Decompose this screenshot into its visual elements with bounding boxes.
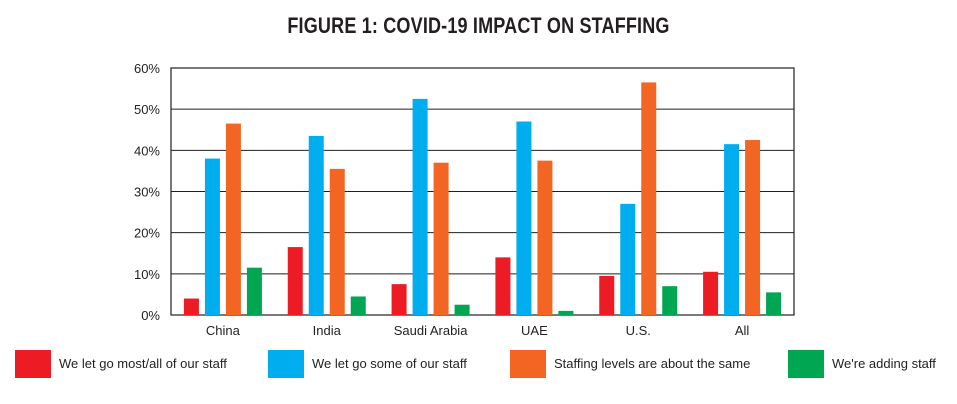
- y-tick-label: 40%: [134, 143, 160, 158]
- bar: [454, 304, 470, 315]
- bar: [558, 310, 574, 315]
- x-tick-label: India: [313, 323, 342, 338]
- bar: [537, 160, 553, 315]
- bar: [391, 284, 407, 315]
- y-tick-label: 60%: [134, 61, 160, 76]
- bar: [703, 271, 719, 315]
- legend-label: We're adding staff: [832, 356, 936, 371]
- x-tick-label: All: [735, 323, 750, 338]
- y-tick-label: 30%: [134, 185, 160, 200]
- bar: [641, 82, 657, 316]
- bar: [766, 292, 782, 315]
- bar: [724, 144, 740, 315]
- legend-label: Staffing levels are about the same: [554, 356, 751, 371]
- bar: [183, 298, 199, 315]
- legend-swatch: [510, 350, 546, 378]
- x-tick-label: U.S.: [626, 323, 651, 338]
- bar: [620, 203, 636, 315]
- bar: [308, 135, 324, 315]
- plot-frame: [170, 67, 795, 316]
- x-tick-label: UAE: [521, 323, 548, 338]
- bar: [329, 168, 345, 315]
- y-tick-label: 10%: [134, 267, 160, 282]
- x-tick-label: China: [206, 323, 241, 338]
- bar: [662, 286, 678, 315]
- bar: [246, 267, 262, 315]
- x-tick-label: Saudi Arabia: [394, 323, 468, 338]
- legend-label: We let go some of our staff: [312, 356, 467, 371]
- bar: [204, 158, 220, 315]
- bar: [745, 140, 761, 315]
- y-tick-label: 50%: [134, 102, 160, 117]
- bar: [433, 162, 449, 315]
- y-tick-label: 0%: [141, 308, 160, 323]
- bar: [599, 275, 615, 315]
- y-tick-label: 20%: [134, 226, 160, 241]
- legend-label: We let go most/all of our staff: [59, 356, 227, 371]
- bar: [516, 121, 532, 316]
- bar: [412, 98, 428, 315]
- legend-swatch: [788, 350, 824, 378]
- legend-swatch: [268, 350, 304, 378]
- bar: [287, 247, 303, 315]
- bar: [495, 257, 511, 315]
- bar: [225, 123, 241, 315]
- chart-title: FIGURE 1: COVID-19 IMPACT ON STAFFING: [287, 13, 670, 38]
- legend-swatch: [15, 350, 51, 378]
- bar: [350, 296, 366, 315]
